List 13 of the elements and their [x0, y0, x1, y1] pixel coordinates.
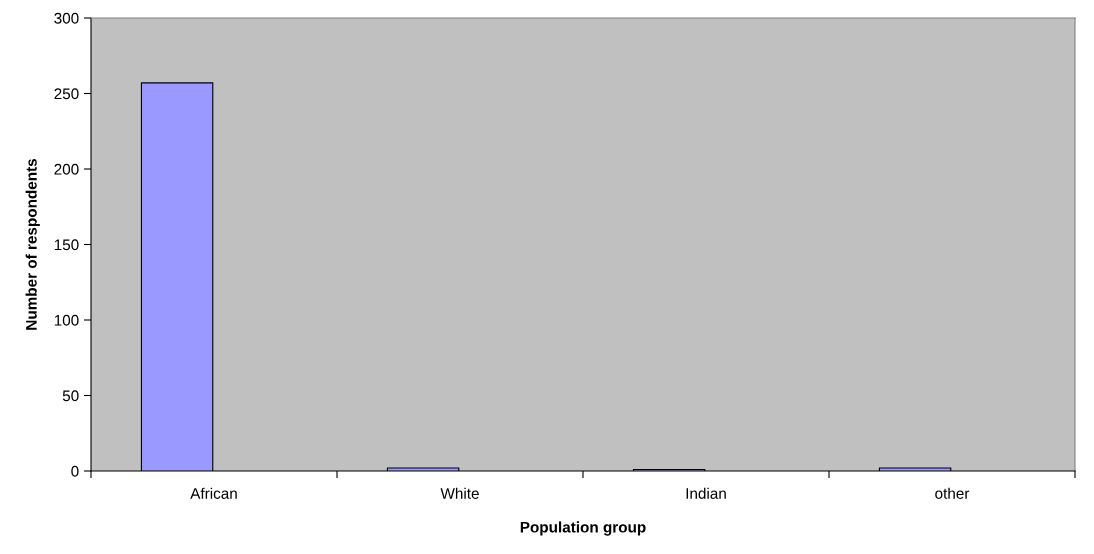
y-tick-label: 150	[54, 239, 79, 251]
y-tick-label: 250	[54, 88, 79, 100]
x-tick-label: Indian	[686, 487, 726, 499]
y-tick-label: 200	[54, 163, 79, 175]
y-tick-label: 100	[54, 314, 79, 326]
x-tick-label: other	[935, 487, 970, 499]
x-axis-title: Population group	[520, 521, 646, 536]
y-tick-label: 50	[62, 390, 79, 402]
x-tick-label: White	[440, 487, 479, 499]
y-tick-label: 0	[71, 465, 79, 477]
x-tick-label: African	[190, 487, 237, 499]
y-tick-label: 300	[54, 12, 79, 24]
y-axis-title: Number of respondents	[25, 158, 40, 330]
